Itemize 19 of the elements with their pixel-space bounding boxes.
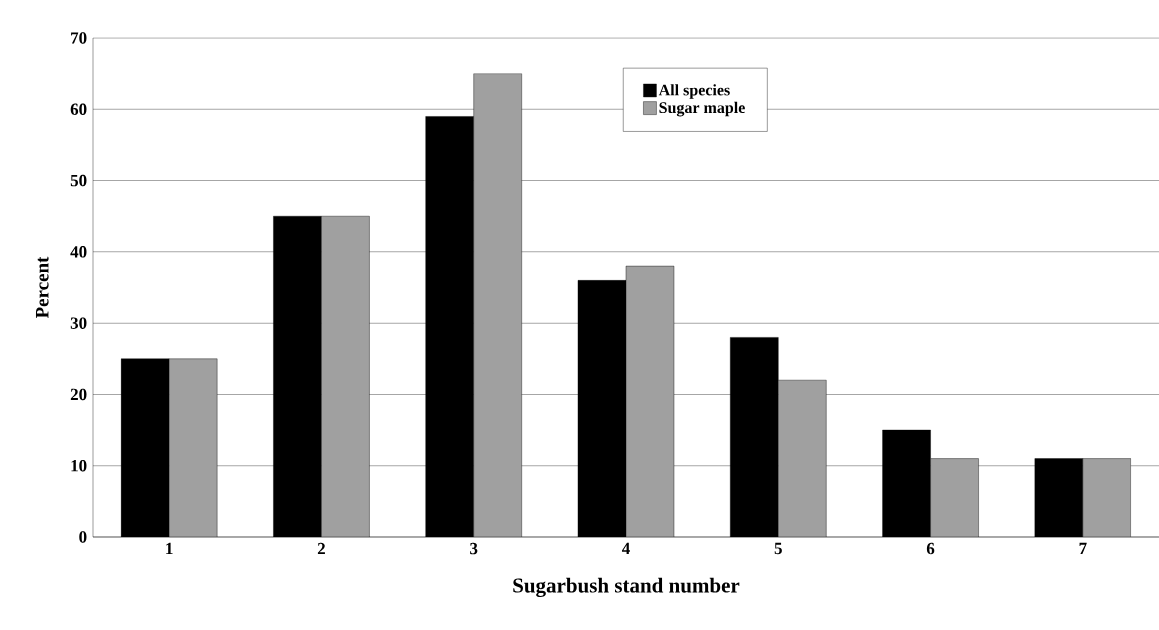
x-tick-label: 2	[317, 542, 325, 555]
y-tick-label: 50	[70, 174, 87, 187]
legend-label: Sugar maple	[659, 101, 745, 117]
x-tick-label: 6	[926, 542, 935, 555]
y-tick-label: 30	[70, 317, 87, 329]
y-axis-title: Percent	[35, 256, 49, 319]
x-axis-title: Sugarbush stand number	[513, 577, 740, 598]
y-tick-label: 70	[71, 32, 87, 44]
x-tick-label: 1	[166, 542, 173, 555]
x-tick-label: 3	[470, 542, 478, 555]
legend-label: All species	[658, 84, 730, 99]
x-tick-label: 7	[1079, 542, 1087, 554]
x-tick-label: 5	[774, 542, 782, 555]
y-tick-label: 60	[70, 103, 87, 116]
y-tick-label: 10	[71, 459, 87, 472]
y-tick-label: 40	[70, 246, 87, 258]
x-tick-label: 4	[621, 542, 630, 555]
y-tick-label: 20	[70, 388, 87, 401]
y-tick-label: 0	[79, 531, 87, 543]
